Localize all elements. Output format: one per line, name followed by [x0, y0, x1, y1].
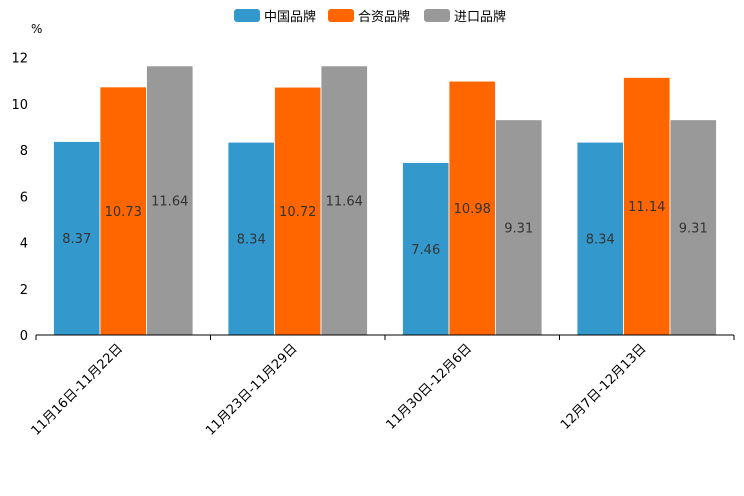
data-label: 10.73	[105, 205, 142, 220]
bar	[146, 65, 194, 336]
y-tick-label: 4	[20, 237, 28, 252]
data-label: 9.31	[504, 221, 533, 236]
bars: 8.37 10.73 11.64 8.34 10.72 11.64 7.46 10.98 9.3…	[53, 65, 717, 336]
y-tick-label: 0	[20, 329, 28, 344]
data-label: 8.37	[62, 232, 91, 247]
legend-label: 中国品牌	[264, 9, 316, 25]
x-axis: 11月16日-11月22日 11月23日-11月29日 11月30日-12月6日 12…	[29, 334, 735, 439]
bar	[53, 141, 101, 336]
data-label: 11.64	[326, 194, 363, 209]
data-label: 10.72	[279, 205, 316, 220]
data-label: 11.14	[628, 200, 665, 215]
legend: 中国品牌 合资品牌 进口品牌	[234, 9, 506, 25]
legend-swatch	[424, 9, 450, 22]
data-label: 8.34	[586, 233, 615, 248]
bar	[227, 141, 275, 336]
legend-swatch	[234, 9, 260, 22]
data-label: 8.34	[237, 233, 266, 248]
legend-swatch	[328, 9, 354, 22]
x-category-label: 12月7日-12月13日	[558, 341, 650, 433]
data-label: 9.31	[679, 221, 708, 236]
bar	[669, 119, 717, 336]
y-tick-label: 12	[11, 52, 28, 67]
bar	[274, 86, 322, 336]
bar	[320, 65, 368, 336]
legend-label: 进口品牌	[454, 9, 506, 25]
bar	[576, 141, 624, 336]
y-tick-label: 10	[11, 98, 28, 113]
bar	[448, 80, 496, 336]
data-label: 10.98	[454, 202, 491, 217]
data-label: 11.64	[151, 194, 188, 209]
y-axis: 0 2 4 6 8 10 12	[11, 52, 28, 344]
legend-label: 合资品牌	[358, 9, 410, 25]
x-category-label: 11月30日-12月6日	[383, 341, 475, 433]
y-axis-unit-label: %	[31, 22, 42, 36]
x-category-label: 11月23日-11月29日	[203, 341, 300, 438]
y-tick-label: 8	[20, 144, 28, 159]
y-tick-label: 2	[20, 283, 28, 298]
bar	[99, 86, 147, 336]
data-label: 7.46	[411, 243, 440, 258]
x-category-label: 11月16日-11月22日	[29, 341, 126, 438]
y-tick-label: 6	[20, 190, 28, 205]
